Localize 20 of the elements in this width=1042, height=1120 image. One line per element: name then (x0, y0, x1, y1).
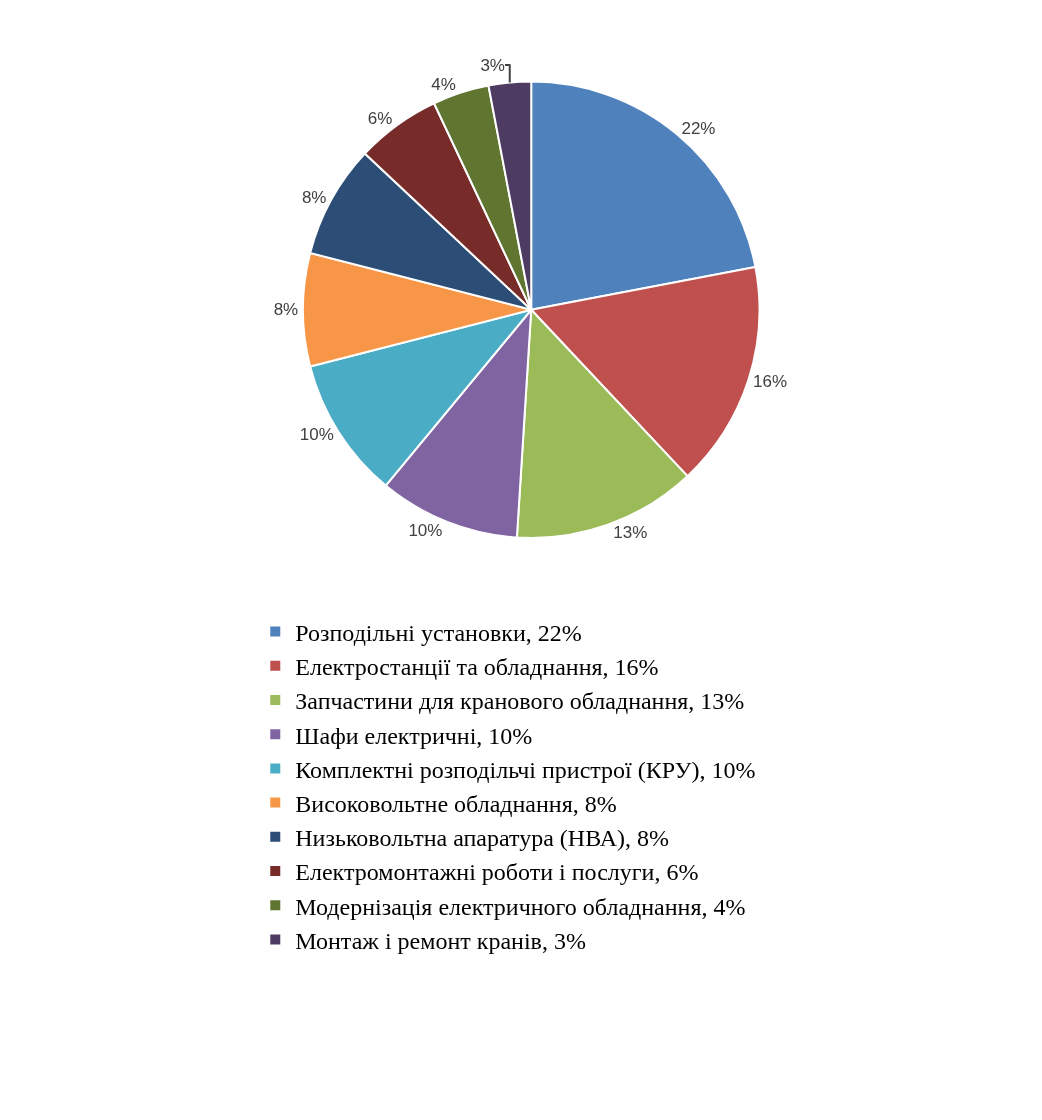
data-label: 13% (613, 523, 648, 543)
data-label: 16% (753, 371, 788, 391)
data-label: 4% (431, 74, 456, 94)
data-label: 10% (299, 425, 334, 445)
legend-label: Високовольтне обладнання, 8% (295, 790, 617, 817)
legend-label: Шафи електричні, 10% (295, 722, 533, 749)
legend-label: Розподільні установки, 22% (295, 619, 582, 646)
data-label: 22% (681, 118, 716, 138)
legend-label: Низьковольтна апаратура (НВА), 8% (295, 825, 669, 852)
legend-label: Запчастини для кранового обладнання, 13% (295, 688, 745, 715)
data-label: 10% (408, 520, 443, 540)
legend-label: Електростанції та обладнання, 16% (295, 654, 659, 681)
legend-label: Комплектні розподільчі пристрої (КРУ), 10% (295, 756, 756, 783)
legend-label: Електромонтажні роботи і послуги, 6% (295, 859, 699, 886)
data-label: 6% (367, 109, 393, 129)
legend-label: Модернізація електричного обладнання, 4% (295, 893, 746, 920)
legend-label: Монтаж і ремонт кранів, 3% (295, 927, 586, 954)
data-label: 8% (273, 300, 299, 320)
data-label: 8% (301, 188, 327, 208)
data-label: 3% (480, 55, 505, 75)
